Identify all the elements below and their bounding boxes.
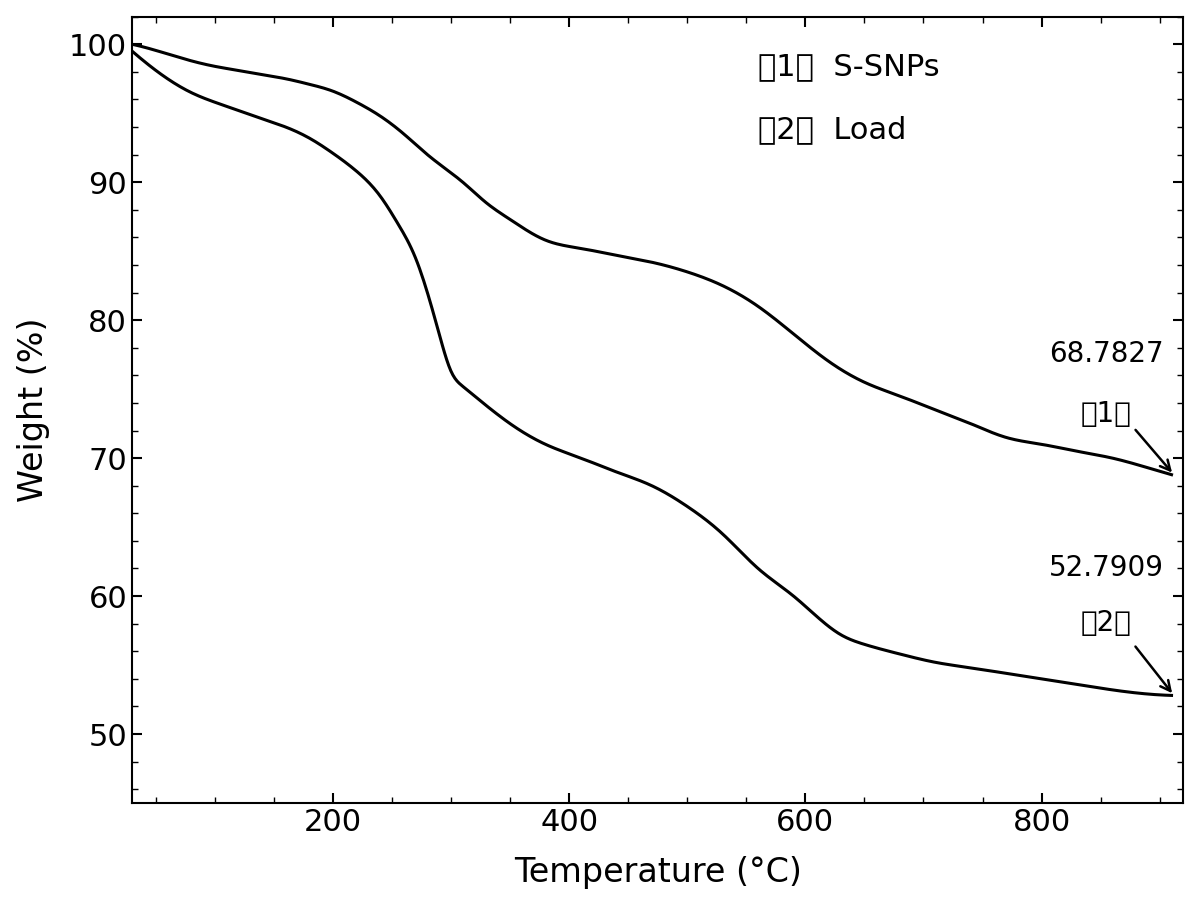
Text: （2）  Load: （2） Load: [757, 115, 906, 144]
Text: （1）  S-SNPs: （1） S-SNPs: [757, 52, 940, 81]
Text: 68.7827: 68.7827: [1049, 341, 1164, 369]
X-axis label: Temperature (°C): Temperature (°C): [514, 856, 802, 890]
Y-axis label: Weight (%): Weight (%): [17, 318, 49, 502]
Text: 52.7909: 52.7909: [1049, 554, 1164, 583]
Text: （1）: （1）: [1081, 400, 1132, 428]
Text: （2）: （2）: [1081, 610, 1132, 638]
